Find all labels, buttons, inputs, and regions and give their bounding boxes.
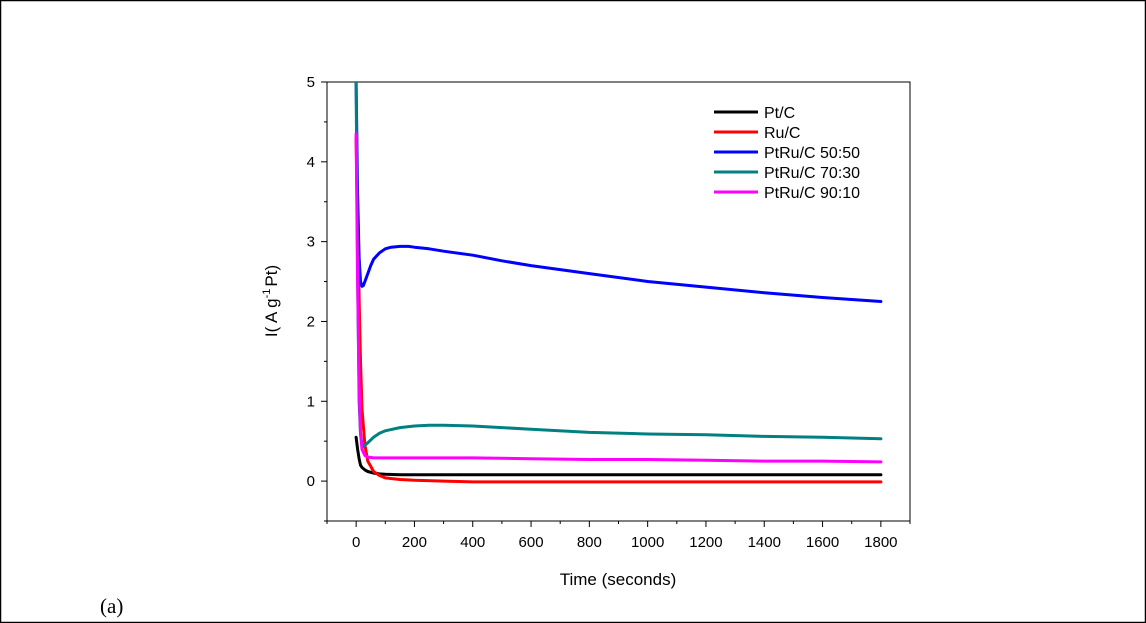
x-tick-label: 600 xyxy=(519,534,544,551)
x-tick-label: 1200 xyxy=(689,534,722,551)
x-axis-ticks: 0 200 400 600 800 1000 1200 1400 1600 1800 xyxy=(326,521,911,551)
y-tick-label: 1 xyxy=(307,393,315,410)
x-tick-label: 1400 xyxy=(748,534,781,551)
y-axis-title-unit: Pt) xyxy=(262,265,281,287)
x-tick-label: 400 xyxy=(460,534,485,551)
y-tick-label: 5 xyxy=(307,74,315,91)
legend-label-2: Ru/C xyxy=(764,125,800,142)
y-axis-title-superscript: -1 xyxy=(261,289,273,299)
y-axis-ticks: 0 1 2 3 4 5 xyxy=(307,74,327,522)
x-tick-label: 0 xyxy=(352,534,360,551)
series-line-5 xyxy=(354,132,883,464)
y-tick-label: 4 xyxy=(307,154,315,171)
y-axis-title-main: I( A g xyxy=(262,298,281,337)
y-tick-label: 0 xyxy=(307,473,315,490)
series-line-3 xyxy=(354,82,883,303)
legend-label-3: PtRu/C 50:50 xyxy=(764,145,860,162)
series-line-4 xyxy=(354,82,883,449)
legend-label-1: Pt/C xyxy=(764,105,795,122)
series-line-2 xyxy=(354,136,883,484)
legend: Pt/C Ru/C PtRu/C 50:50 PtRu/C 70:30 PtRu/C 9… xyxy=(714,105,860,202)
y-tick-label: 3 xyxy=(307,234,315,251)
x-tick-label: 1000 xyxy=(631,534,664,551)
legend-label-4: PtRu/C 70:30 xyxy=(764,165,860,182)
y-tick-label: 2 xyxy=(307,313,315,330)
series-line-1 xyxy=(354,435,883,477)
x-tick-label: 1600 xyxy=(806,534,839,551)
x-tick-label: 800 xyxy=(577,534,602,551)
y-axis-title: I( A g-1 Pt) xyxy=(261,265,281,337)
legend-label-5: PtRu/C 90:10 xyxy=(764,185,860,202)
x-tick-label: 1800 xyxy=(864,534,897,551)
x-tick-label: 200 xyxy=(402,534,427,551)
panel-label: (a) xyxy=(100,594,123,618)
series-layer xyxy=(354,82,883,484)
x-axis-title: Time (seconds) xyxy=(560,570,677,589)
